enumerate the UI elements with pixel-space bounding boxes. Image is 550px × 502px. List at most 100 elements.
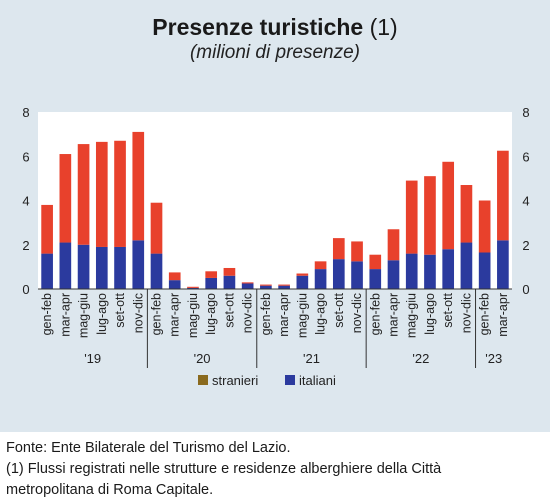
x-tick-label: mag-giu	[186, 293, 200, 338]
x-tick-label: mar-apr	[168, 293, 182, 337]
bar-stranieri	[332, 238, 345, 260]
bar-italiani	[497, 240, 509, 289]
y-tick-label-left: 8	[22, 105, 29, 120]
bar-stranieri	[442, 161, 455, 250]
x-tick-label: lug-ago	[314, 293, 328, 335]
x-tick-label: mag-giu	[77, 293, 91, 338]
x-tick-label: mag-giu	[405, 293, 419, 338]
bar-stranieri	[424, 176, 436, 255]
y-tick-label-right: 4	[522, 194, 529, 209]
bar-italiani	[205, 277, 218, 289]
bar-stranieri	[405, 180, 418, 254]
x-tick-label: lug-ago	[423, 293, 437, 335]
x-tick-label: gen-feb	[368, 293, 382, 335]
bar-italiani	[387, 260, 400, 289]
bar-italiani	[241, 283, 254, 289]
x-tick-label: set-ott	[441, 292, 455, 327]
chart-panel: Presenze turistiche (1) (milioni di pres…	[0, 14, 550, 388]
chart-title: Presenze turistiche (1)	[0, 14, 550, 40]
year-label: '23	[485, 351, 502, 366]
bar-italiani	[223, 275, 236, 289]
x-tick-label: nov-dic	[131, 293, 145, 333]
y-tick-label-left: 0	[22, 282, 29, 297]
y-tick-label-right: 2	[522, 238, 529, 253]
bar-italiani	[150, 253, 163, 289]
chart-subtitle: (milioni di presenze)	[189, 42, 360, 63]
bar-italiani	[187, 287, 199, 289]
bar-italiani	[95, 246, 108, 289]
bar-italiani	[41, 253, 53, 289]
footnote-line-2: metropolitana di Roma Capitale.	[6, 482, 214, 498]
bar-stranieri	[95, 141, 108, 247]
bar-stranieri	[314, 261, 327, 270]
bar-stranieri	[114, 140, 126, 247]
x-tick-label: nov-dic	[241, 293, 255, 333]
bar-stranieri	[150, 202, 163, 254]
chart-title-note: (1)	[363, 14, 398, 40]
bar-stranieri	[351, 241, 363, 262]
bar-italiani	[77, 244, 90, 289]
year-label: '19	[84, 351, 101, 366]
bar-stranieri	[187, 286, 199, 288]
bar-italiani	[114, 246, 126, 289]
bar-italiani	[478, 252, 491, 289]
x-tick-label: gen-feb	[478, 293, 492, 335]
x-tick-label: mar-apr	[58, 293, 72, 337]
bar-stranieri	[241, 282, 254, 284]
bar-stranieri	[296, 273, 309, 276]
x-tick-label: gen-feb	[259, 293, 273, 335]
x-tick-label: mar-apr	[496, 293, 510, 337]
x-tick-label: nov-dic	[459, 293, 473, 333]
x-tick-label: gen-feb	[40, 293, 54, 335]
bar-stranieri	[77, 144, 90, 245]
bar-italiani	[296, 275, 309, 289]
legend-swatch-stranieri	[198, 375, 208, 385]
legend: stranieri italiani	[198, 373, 336, 388]
x-tick-label: set-ott	[222, 292, 236, 327]
year-label: '20	[194, 351, 211, 366]
footer-notes: Fonte: Ente Bilaterale del Turismo del L…	[0, 432, 550, 502]
bar-italiani	[405, 253, 418, 289]
legend-swatch-italiani	[285, 375, 295, 385]
x-tick-label: set-ott	[113, 292, 127, 327]
x-tick-label: mar-apr	[387, 293, 401, 337]
bar-stranieri	[41, 204, 53, 254]
x-tick-label: lug-ago	[204, 293, 218, 335]
bar-italiani	[59, 242, 72, 289]
bar-italiani	[168, 280, 181, 289]
x-tick-label: mar-apr	[277, 293, 291, 337]
bar-italiani	[460, 242, 473, 289]
bar-italiani	[132, 240, 145, 289]
chart-title-main: Presenze turistiche	[152, 14, 364, 40]
bar-stranieri	[369, 254, 382, 270]
y-tick-label-right: 0	[522, 282, 529, 297]
y-tick-label-right: 6	[522, 149, 529, 164]
bar-italiani	[424, 254, 436, 289]
y-tick-label-left: 4	[22, 194, 29, 209]
x-tick-label: nov-dic	[350, 293, 364, 333]
bar-stranieri	[168, 272, 181, 281]
bar-italiani	[442, 249, 455, 289]
bar-stranieri	[59, 154, 72, 243]
bar-stranieri	[387, 229, 400, 261]
bar-stranieri	[205, 271, 218, 278]
bar-italiani	[369, 269, 382, 289]
bar-italiani	[260, 285, 272, 289]
y-tick-label-right: 8	[522, 105, 529, 120]
bar-stranieri	[278, 284, 290, 286]
stacked-bar-chart: 0 0 2 2 4 4 6 6 8 8 gen-feb mar-apr mag-giu lug-ago se…	[22, 105, 530, 388]
x-tick-label: gen-feb	[150, 293, 164, 335]
x-tick-label: mag-giu	[295, 293, 309, 338]
bar-stranieri	[478, 200, 491, 253]
axes-group: 0 0 2 2 4 4 6 6 8 8 gen-feb mar-apr mag-giu lug-ago se…	[22, 105, 530, 368]
footnote-line-1: (1) Flussi registrati nelle strutture e …	[6, 461, 442, 477]
bar-italiani	[332, 259, 345, 289]
bar-stranieri	[460, 185, 473, 243]
bars-group	[41, 131, 509, 289]
bar-stranieri	[260, 284, 272, 286]
legend-label-italiani: italiani	[299, 373, 336, 388]
year-label: '21	[303, 351, 320, 366]
y-tick-label-left: 2	[22, 238, 29, 253]
source-note: Fonte: Ente Bilaterale del Turismo del L…	[6, 440, 291, 456]
bar-stranieri	[132, 131, 145, 241]
